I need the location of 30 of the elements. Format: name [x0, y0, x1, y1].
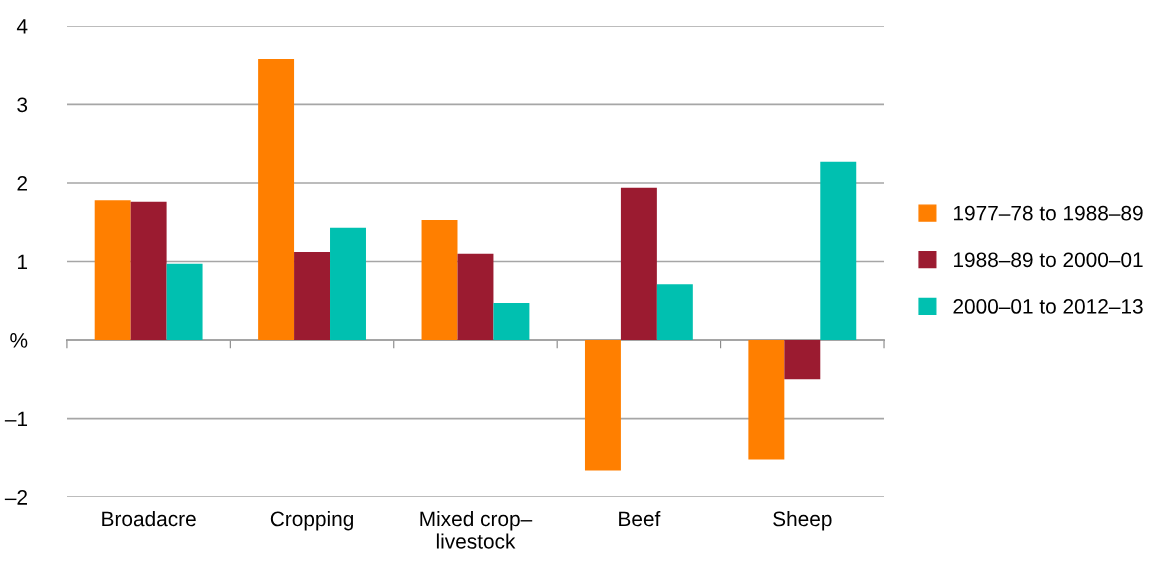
- bar: [457, 253, 494, 341]
- legend-label: 1988–89 to 2000–01: [954, 252, 1143, 268]
- bar: [166, 263, 203, 341]
- y-tick-label: %: [10, 333, 28, 348]
- legend-label: 2000–01 to 2012–13: [953, 299, 1143, 314]
- bar: [820, 161, 857, 341]
- bar: [330, 227, 366, 341]
- legend-label: 1977–78 to 1988–89: [954, 205, 1143, 221]
- bar: [421, 219, 458, 341]
- bar: [656, 284, 693, 341]
- y-tick-label: 3: [17, 97, 28, 113]
- x-tick-label: Beef: [619, 511, 661, 527]
- bar: [584, 340, 621, 471]
- y-tick-label: –2: [4, 490, 27, 505]
- bar: [258, 58, 295, 341]
- bar: [784, 340, 821, 380]
- bar: [748, 340, 785, 460]
- x-tick-label: Cropping: [270, 510, 353, 531]
- y-tick-label: 1: [18, 254, 28, 270]
- bar: [130, 201, 167, 341]
- bar: [294, 252, 331, 341]
- y-tick-label: 2: [17, 175, 27, 191]
- bar: [94, 200, 131, 341]
- x-tick-label: Mixed crop– livestock: [420, 510, 533, 549]
- y-tick-label: 4: [16, 19, 28, 34]
- bar: [493, 303, 530, 341]
- bar: [620, 187, 657, 341]
- x-tick-label: Broadacre: [102, 510, 196, 527]
- y-tick-label: –1: [4, 411, 28, 427]
- x-tick-label: Sheep: [773, 510, 832, 531]
